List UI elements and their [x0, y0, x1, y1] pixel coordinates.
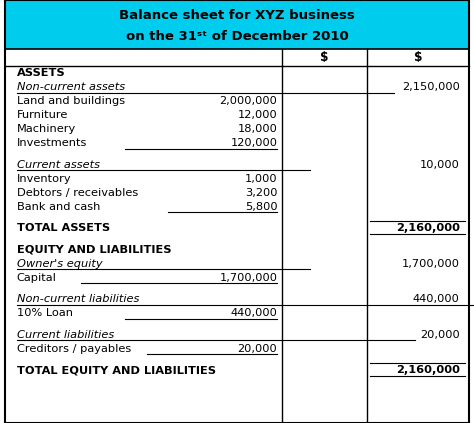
Text: Capital: Capital [17, 273, 56, 283]
Text: TOTAL ASSETS: TOTAL ASSETS [17, 223, 109, 233]
Text: 2,160,000: 2,160,000 [396, 365, 460, 375]
Text: 440,000: 440,000 [413, 294, 460, 304]
Text: Current assets: Current assets [17, 160, 100, 170]
Text: 120,000: 120,000 [230, 138, 277, 148]
Text: Inventory: Inventory [17, 174, 71, 184]
Text: Furniture: Furniture [17, 110, 68, 120]
Text: Creditors / payables: Creditors / payables [17, 344, 131, 354]
Text: 10,000: 10,000 [420, 160, 460, 170]
Text: 12,000: 12,000 [237, 110, 277, 120]
Text: Machinery: Machinery [17, 124, 76, 134]
Text: 5,800: 5,800 [245, 202, 277, 212]
Text: on the 31ˢᵗ of December 2010: on the 31ˢᵗ of December 2010 [126, 30, 348, 43]
Text: 10% Loan: 10% Loan [17, 308, 73, 318]
Bar [5, 0, 469, 49]
Text: 440,000: 440,000 [230, 308, 277, 318]
Text: 3,200: 3,200 [245, 188, 277, 198]
Text: Bank and cash: Bank and cash [17, 202, 100, 212]
Text: 2,150,000: 2,150,000 [402, 82, 460, 92]
Text: Non-current assets: Non-current assets [17, 82, 125, 92]
Text: Land and buildings: Land and buildings [17, 96, 125, 106]
Text: 2,000,000: 2,000,000 [219, 96, 277, 106]
Text: 20,000: 20,000 [237, 344, 277, 354]
Text: Investments: Investments [17, 138, 87, 148]
Text: TOTAL EQUITY AND LIABILITIES: TOTAL EQUITY AND LIABILITIES [17, 365, 216, 375]
Text: $: $ [320, 51, 329, 64]
Text: Owner's equity: Owner's equity [17, 259, 102, 269]
Text: 18,000: 18,000 [237, 124, 277, 134]
Text: ASSETS: ASSETS [17, 69, 65, 78]
Text: 20,000: 20,000 [420, 330, 460, 340]
Text: Non-current liabilities: Non-current liabilities [17, 294, 139, 304]
Text: Current liabilities: Current liabilities [17, 330, 114, 340]
Text: 1,700,000: 1,700,000 [402, 259, 460, 269]
Text: EQUITY AND LIABILITIES: EQUITY AND LIABILITIES [17, 245, 171, 255]
Text: 1,000: 1,000 [245, 174, 277, 184]
Text: Balance sheet for XYZ business: Balance sheet for XYZ business [119, 9, 355, 22]
Text: Debtors / receivables: Debtors / receivables [17, 188, 138, 198]
Text: 2,160,000: 2,160,000 [396, 223, 460, 233]
Text: $: $ [414, 51, 422, 64]
Text: 1,700,000: 1,700,000 [219, 273, 277, 283]
